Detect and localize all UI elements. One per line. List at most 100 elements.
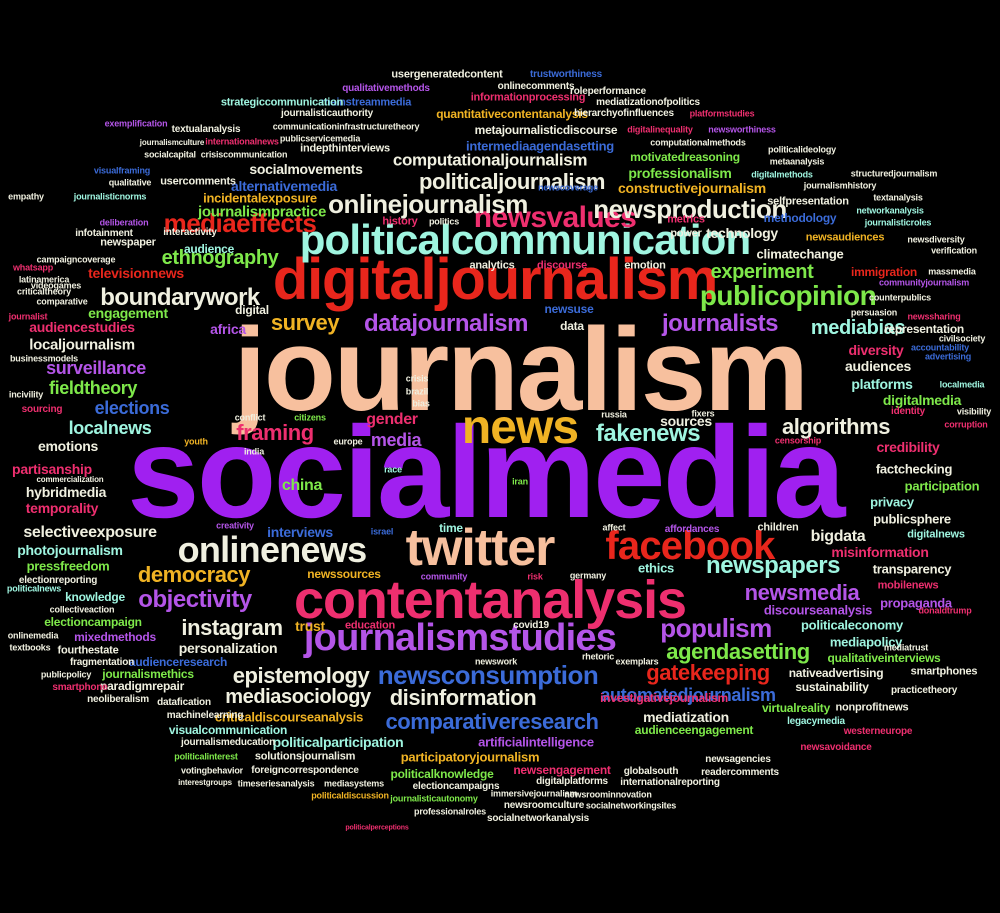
word-fieldtheory: fieldtheory xyxy=(48,378,138,398)
word-time: time xyxy=(439,521,463,535)
word-hybridmedia: hybridmedia xyxy=(25,484,107,500)
word-usergeneratedcontent: usergeneratedcontent xyxy=(391,68,503,81)
word-localmedia: localmedia xyxy=(939,379,985,390)
word-counterpublics: counterpublics xyxy=(869,292,931,303)
word-audienceresearch: audienceresearch xyxy=(128,655,228,669)
word-creativity: creativity xyxy=(216,520,254,531)
word-politicaljournalism: politicaljournalism xyxy=(418,169,606,194)
word-qualitativeinterviews: qualitativeinterviews xyxy=(827,651,941,665)
word-journalisticauthority: journalisticauthority xyxy=(281,108,373,119)
word-whatsapp: whatsapp xyxy=(12,262,54,273)
word-politicalnews: politicalnews xyxy=(6,583,62,594)
word-risk: risk xyxy=(527,571,543,582)
word-media: media xyxy=(370,430,422,450)
word-journalismethics: journalismethics xyxy=(102,667,194,681)
word-iran: iran xyxy=(512,476,528,487)
word-globalsouth: globalsouth xyxy=(623,766,679,777)
word-pressfreedom: pressfreedom xyxy=(26,558,110,574)
word-newssharing: newssharing xyxy=(907,311,961,322)
word-informationprocessing: informationprocessing xyxy=(470,91,586,104)
word-history: history xyxy=(382,215,418,228)
word-privacy: privacy xyxy=(870,494,914,510)
word-textbooks: textbooks xyxy=(9,642,51,653)
word-journalists: journalists xyxy=(661,310,779,337)
word-newsproduction: newsproduction xyxy=(593,194,787,224)
word-covid19: covid19 xyxy=(513,620,549,631)
word-socialnetworkingsites: socialnetworkingsites xyxy=(585,800,677,811)
word-votingbehavior: votingbehavior xyxy=(181,765,243,776)
word-nativeadvertising: nativeadvertising xyxy=(788,666,884,680)
word-emotion: emotion xyxy=(624,259,666,272)
word-objectivity: objectivity xyxy=(138,586,252,613)
word-technology: technology xyxy=(706,225,778,241)
word-newsavoidance: newsavoidance xyxy=(800,742,872,753)
word-textualanalysis: textualanalysis xyxy=(171,124,241,135)
word-factchecking: factchecking xyxy=(875,461,953,477)
word-discourseanalysis: discourseanalysis xyxy=(763,602,873,618)
word-metajournalisticdiscourse: metajournalisticdiscourse xyxy=(474,123,618,137)
word-immigration: immigration xyxy=(850,265,918,279)
word-identity: identity xyxy=(891,406,925,417)
word-ethnography: ethnography xyxy=(161,247,279,269)
word-engagement: engagement xyxy=(88,305,168,321)
word-rhetoric: rhetoric xyxy=(581,651,615,662)
word-platformstudies: platformstudies xyxy=(689,108,755,119)
word-populism: populism xyxy=(660,613,772,643)
word-onlinenews: onlinenews xyxy=(177,529,368,570)
word-china: china xyxy=(281,477,323,494)
word-conflict: conflict xyxy=(234,412,266,423)
word-india: india xyxy=(243,446,265,457)
word-israel: israel xyxy=(370,526,394,537)
word-journalismeducation: journalismeducation xyxy=(181,737,275,748)
word-misinformation: misinformation xyxy=(831,544,929,560)
word-socialcapital: socialcapital xyxy=(144,149,196,160)
word-journalismpractice: journalismpractice xyxy=(198,203,326,221)
word-electioncampaigns: electioncampaigns xyxy=(412,781,500,792)
word-nonprofitnews: nonprofitnews xyxy=(835,701,909,714)
word-practicetheory: practicetheory xyxy=(890,685,958,696)
word-deliberation: deliberation xyxy=(99,217,149,228)
word-power: power xyxy=(670,227,702,240)
word-fixers: fixers xyxy=(691,408,715,419)
word-mediapolicy: mediapolicy xyxy=(829,634,903,650)
word-internationalnews: internationalnews xyxy=(205,136,279,147)
word-politicalperceptions: politicalperceptions xyxy=(345,824,409,832)
word-mobilenews: mobilenews xyxy=(877,579,939,592)
word-affect: affect xyxy=(602,522,626,533)
word-temporality: temporality xyxy=(25,500,99,516)
word-fragmentation: fragmentation xyxy=(69,657,135,668)
word-politicaleconomy: politicaleconomy xyxy=(800,617,904,633)
word-partisanship: partisanship xyxy=(12,461,92,477)
word-boundarywork: boundarywork xyxy=(100,284,260,311)
word-mediasociology: mediasociology xyxy=(225,686,371,708)
word-bigdata: bigdata xyxy=(810,528,866,545)
word-journalismhistory: journalismhistory xyxy=(803,180,877,191)
word-qualitativemethods: qualitativemethods xyxy=(342,83,430,94)
word-qualitative: qualitative xyxy=(108,177,152,188)
word-publicopinion: publicopinion xyxy=(699,280,877,311)
word-newspaper: newspaper xyxy=(100,236,156,249)
word-mediatization: mediatization xyxy=(643,709,729,725)
word-journalismstudies: journalismstudies xyxy=(303,617,617,659)
word-roleperformance: roleperformance xyxy=(570,86,646,97)
word-datafication: datafication xyxy=(157,697,211,708)
word-empathy: empathy xyxy=(8,191,44,202)
word-timeseriesanalysis: timeseriesanalysis xyxy=(237,778,315,789)
word-race: race xyxy=(384,464,402,475)
word-survey: survey xyxy=(270,310,340,335)
word-legacymedia: legacymedia xyxy=(787,716,845,727)
word-corruption: corruption xyxy=(944,419,988,430)
word-trust: trust xyxy=(295,618,325,634)
word-politicaldiscussion: politicaldiscussion xyxy=(311,790,389,801)
word-germany: germany xyxy=(569,570,607,581)
word-politicalknowledge: politicalknowledge xyxy=(390,767,494,781)
word-journalism: journalism xyxy=(233,304,808,436)
word-digital: digital xyxy=(235,303,269,317)
word-mainstreammedia: mainstreammedia xyxy=(320,96,412,109)
word-computationalmethods: computationalmethods xyxy=(650,137,746,148)
word-digitalmethods: digitalmethods xyxy=(751,169,813,180)
word-agendasetting: agendasetting xyxy=(666,639,810,664)
word-publicservicemedia: publicservicemedia xyxy=(279,133,361,144)
word-networkanalysis: networkanalysis xyxy=(856,205,924,216)
word-collectiveaction: collectiveaction xyxy=(49,604,115,615)
